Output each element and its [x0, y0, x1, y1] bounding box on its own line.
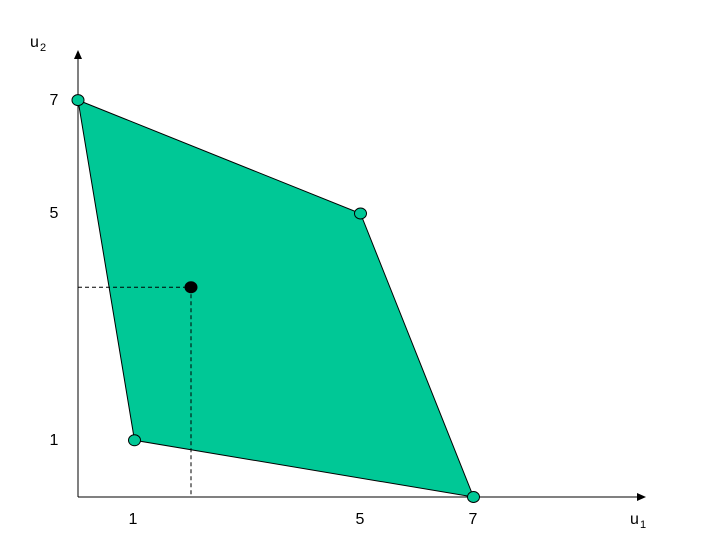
x-axis-arrowhead: [637, 493, 646, 501]
y-axis-arrowhead: [74, 50, 82, 59]
y-tick-labels: 1 5 7: [50, 92, 59, 449]
x-tick-label-1: 1: [129, 511, 138, 528]
x-tick-labels: 1 5 7: [129, 511, 478, 528]
x-tick-label-7: 7: [469, 511, 478, 528]
vertex-point-3: [467, 491, 480, 503]
guide-layer: [78, 286, 192, 497]
vertex-point-2: [354, 207, 367, 220]
vertex-point-4: [128, 434, 141, 447]
x-axis-label: u 1: [630, 511, 646, 531]
axes: [74, 50, 646, 501]
y-axis-label: u 2: [30, 34, 46, 54]
interior-point: [184, 281, 198, 294]
y-tick-label-5: 5: [50, 205, 59, 222]
y-tick-label-7: 7: [50, 92, 59, 109]
vertex-point-1: [71, 94, 85, 107]
x-axis-label-subscript: 1: [640, 519, 646, 531]
y-tick-label-1: 1: [50, 432, 59, 449]
y-axis-label-subscript: 2: [40, 42, 46, 54]
vertex-layer: [71, 94, 480, 503]
x-axis-label-base: u: [630, 511, 639, 528]
y-axis-label-base: u: [30, 34, 39, 51]
x-tick-label-5: 5: [356, 511, 365, 528]
